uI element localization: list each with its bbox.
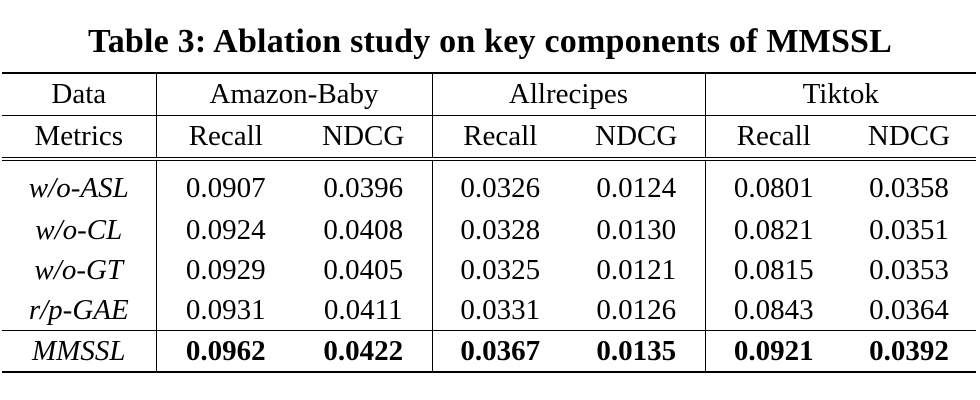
table-cell-best: 0.0392 bbox=[842, 330, 977, 373]
table-cell: 0.0801 bbox=[705, 157, 843, 210]
table-cell-best: 0.0367 bbox=[432, 330, 568, 373]
table-row: w/o-GT 0.0929 0.0405 0.0325 0.0121 0.081… bbox=[2, 250, 976, 290]
variant-name: w/o-CL bbox=[2, 210, 157, 250]
metric-header: Recall bbox=[432, 115, 568, 159]
table-cell: 0.0907 bbox=[156, 157, 295, 210]
table-cell: 0.0325 bbox=[460, 253, 541, 286]
table-cell: 0.0126 bbox=[568, 290, 706, 331]
table-cell: 0.0924 bbox=[185, 213, 266, 246]
variant-name: w/o-GT bbox=[2, 250, 157, 290]
dataset-header-row: Data Amazon-Baby Allrecipes Tiktok bbox=[2, 72, 977, 116]
metric-header: Recall bbox=[705, 115, 843, 159]
table-cell: 0.0353 bbox=[869, 253, 949, 286]
table-cell: 0.0351 bbox=[869, 213, 949, 246]
dataset-header-amazon-baby: Amazon-Baby bbox=[156, 72, 433, 116]
table-cell: 0.0396 bbox=[295, 157, 433, 210]
table-row: w/o-CL 0.0924 0.0408 0.0328 0.0130 0.082… bbox=[2, 210, 976, 250]
table-cell: 0.0331 bbox=[460, 293, 541, 326]
table-cell: 0.0364 bbox=[869, 293, 949, 326]
table-cell-best: 0.0921 bbox=[705, 330, 843, 373]
ablation-table: Data Amazon-Baby Allrecipes Tiktok Metri… bbox=[2, 72, 977, 373]
metrics-label: Metrics bbox=[2, 115, 157, 159]
data-label: Data bbox=[2, 72, 157, 116]
table-row: r/p-GAE 0.0931 0.0411 0.0331 0.0126 0.08… bbox=[2, 290, 976, 331]
table-cell: 0.0328 bbox=[460, 213, 541, 246]
table-cell: 0.0408 bbox=[295, 210, 433, 250]
table-cell: 0.0815 bbox=[733, 253, 814, 286]
variant-name: w/o-ASL bbox=[2, 157, 157, 210]
table-cell: 0.0326 bbox=[432, 157, 568, 210]
variant-name: MMSSL bbox=[2, 330, 157, 373]
table-cell: 0.0931 bbox=[185, 293, 266, 326]
table-cell: 0.0124 bbox=[568, 157, 706, 210]
table-cell: 0.0358 bbox=[842, 157, 977, 210]
table-cell: 0.0405 bbox=[295, 250, 433, 290]
dataset-header-allrecipes: Allrecipes bbox=[432, 72, 706, 116]
table-cell: 0.0121 bbox=[568, 250, 706, 290]
metrics-header-row: Metrics Recall NDCG Recall NDCG Recall N… bbox=[2, 115, 977, 159]
metric-header: NDCG bbox=[295, 115, 433, 159]
table-row: w/o-ASL 0.0907 0.0396 0.0326 0.0124 0.08… bbox=[2, 157, 977, 210]
table-cell: 0.0929 bbox=[185, 253, 266, 286]
metric-header: Recall bbox=[156, 115, 295, 159]
dataset-header-tiktok: Tiktok bbox=[705, 72, 977, 116]
table-row-mmssl: MMSSL 0.0962 0.0422 0.0367 0.0135 0.0921… bbox=[2, 330, 977, 373]
table-cell: 0.0411 bbox=[295, 290, 433, 331]
metric-header: NDCG bbox=[842, 115, 977, 159]
variant-name: r/p-GAE bbox=[2, 290, 157, 331]
table-cell-best: 0.0135 bbox=[568, 330, 706, 373]
table-cell-best: 0.0962 bbox=[156, 330, 295, 373]
table-cell: 0.0130 bbox=[568, 210, 706, 250]
table-caption: Table 3: Ablation study on key component… bbox=[87, 23, 893, 60]
table-cell: 0.0821 bbox=[733, 213, 814, 246]
table-cell: 0.0843 bbox=[733, 293, 814, 326]
metric-header: NDCG bbox=[568, 115, 706, 159]
table-cell-best: 0.0422 bbox=[295, 330, 433, 373]
